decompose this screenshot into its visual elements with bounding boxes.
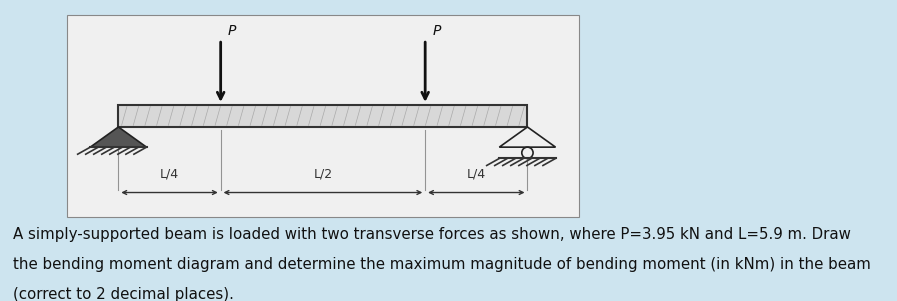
Text: L/4: L/4 (160, 167, 179, 180)
Ellipse shape (522, 147, 533, 158)
Text: (correct to 2 decimal places).: (correct to 2 decimal places). (13, 287, 234, 301)
FancyBboxPatch shape (67, 15, 579, 217)
Text: P: P (228, 24, 236, 38)
Text: the bending moment diagram and determine the maximum magnitude of bending moment: the bending moment diagram and determine… (13, 257, 871, 272)
FancyBboxPatch shape (118, 105, 527, 127)
Polygon shape (91, 127, 146, 147)
Text: A simply-supported beam is loaded with two transverse forces as shown, where P=3: A simply-supported beam is loaded with t… (13, 227, 851, 242)
Text: P: P (432, 24, 440, 38)
Polygon shape (500, 127, 555, 147)
Text: L/4: L/4 (466, 167, 486, 180)
Text: L/2: L/2 (313, 167, 333, 180)
